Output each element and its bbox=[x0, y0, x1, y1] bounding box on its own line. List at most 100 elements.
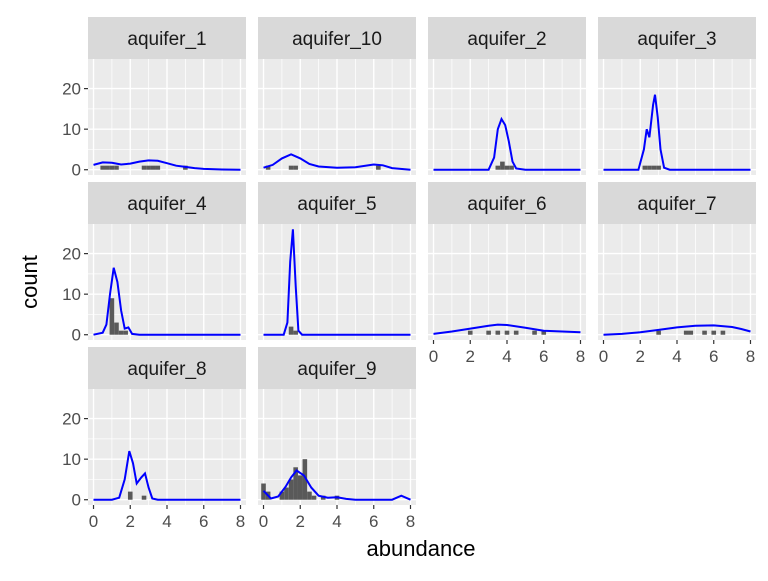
facet-strip bbox=[258, 17, 416, 59]
facet-strip bbox=[88, 182, 246, 224]
histogram-bar bbox=[541, 330, 547, 335]
x-tick-label: 0 bbox=[599, 347, 608, 366]
histogram-bar bbox=[376, 165, 381, 170]
histogram-bar bbox=[141, 495, 147, 500]
density-line bbox=[603, 324, 751, 336]
histogram-bar bbox=[118, 330, 124, 335]
histogram-bar bbox=[311, 495, 317, 500]
facet-strip bbox=[88, 347, 246, 389]
histogram-bar bbox=[504, 330, 510, 335]
x-tick-label: 8 bbox=[746, 347, 755, 366]
panel-aquifer_7: aquifer_7 0 2 4 6 8 bbox=[598, 182, 756, 366]
facet-strip-label: aquifer_3 bbox=[637, 29, 716, 50]
y-tick-label: 0 bbox=[72, 161, 81, 180]
histogram-bar bbox=[642, 165, 648, 170]
y-tick-label: 10 bbox=[62, 450, 81, 469]
density-line bbox=[262, 469, 411, 501]
y-tick-label: 10 bbox=[62, 120, 81, 139]
panel-aquifer_5: aquifer_5 bbox=[258, 182, 416, 340]
histogram-bar bbox=[711, 330, 717, 335]
density-line bbox=[263, 229, 411, 336]
histogram-bar bbox=[114, 165, 119, 170]
facet-strip-label: aquifer_1 bbox=[127, 29, 206, 50]
facet-strip-label: aquifer_8 bbox=[127, 359, 206, 380]
panel-aquifer_6: aquifer_6 0 2 4 6 8 bbox=[428, 182, 586, 366]
x-tick-label: 8 bbox=[576, 347, 585, 366]
histogram-bar bbox=[150, 165, 156, 170]
y-tick-label: 0 bbox=[72, 491, 81, 510]
histogram-bar bbox=[656, 330, 661, 335]
density-line bbox=[93, 450, 241, 501]
panel-aquifer_4: aquifer_4 0 10 20 bbox=[62, 182, 246, 345]
facet-strip bbox=[88, 17, 246, 59]
x-tick-label: 2 bbox=[296, 512, 305, 531]
density-line bbox=[263, 153, 411, 171]
histogram-bar bbox=[509, 165, 514, 170]
histogram-bar bbox=[495, 165, 501, 170]
histogram-bar bbox=[297, 475, 303, 500]
facet-strip bbox=[258, 182, 416, 224]
histogram-bar bbox=[288, 326, 294, 335]
histogram-bar bbox=[288, 165, 294, 170]
x-tick-label: 8 bbox=[236, 512, 245, 531]
histogram-bar bbox=[123, 330, 128, 335]
y-tick-label: 0 bbox=[72, 326, 81, 345]
x-tick-label: 2 bbox=[466, 347, 475, 366]
histogram-bar bbox=[288, 479, 294, 500]
x-tick-label: 6 bbox=[539, 347, 548, 366]
x-tick-label: 0 bbox=[429, 347, 438, 366]
histogram-bar bbox=[688, 330, 694, 335]
histogram-bar bbox=[504, 165, 510, 170]
x-tick-label: 4 bbox=[162, 512, 171, 531]
facet-strip-label: aquifer_7 bbox=[637, 194, 716, 215]
histogram-bar bbox=[284, 487, 289, 500]
facet-strip-label: aquifer_2 bbox=[467, 29, 546, 50]
x-axis-title: abundance bbox=[367, 536, 476, 561]
x-tick-label: 0 bbox=[259, 512, 268, 531]
histogram-bar bbox=[656, 165, 661, 170]
histogram-bar bbox=[109, 298, 115, 335]
x-tick-label: 4 bbox=[332, 512, 341, 531]
histogram-bar bbox=[702, 330, 707, 335]
histogram-bar bbox=[495, 330, 501, 335]
histogram-bar bbox=[532, 330, 537, 335]
histogram-bar bbox=[720, 330, 726, 335]
x-tick-label: 4 bbox=[502, 347, 511, 366]
histogram-bar bbox=[293, 330, 298, 335]
histogram-bar bbox=[683, 330, 689, 335]
facet-strip-label: aquifer_5 bbox=[297, 194, 376, 215]
histogram-bar bbox=[513, 330, 519, 335]
facet-strip-label: aquifer_10 bbox=[292, 29, 382, 50]
x-tick-label: 2 bbox=[636, 347, 645, 366]
density-line bbox=[93, 267, 241, 336]
x-tick-label: 8 bbox=[406, 512, 415, 531]
histogram-bar bbox=[486, 330, 491, 335]
panel-aquifer_3: aquifer_3 bbox=[598, 17, 756, 175]
histogram-bar bbox=[307, 491, 312, 500]
histogram-bar bbox=[651, 165, 657, 170]
panel-aquifer_10: aquifer_10 bbox=[258, 17, 416, 175]
density-line bbox=[603, 94, 751, 171]
histogram-bar bbox=[155, 165, 161, 170]
y-tick-label: 20 bbox=[62, 80, 81, 99]
facet-strip bbox=[598, 182, 756, 224]
x-tick-label: 0 bbox=[89, 512, 98, 531]
histogram-bar bbox=[104, 165, 110, 170]
facet-strip bbox=[428, 17, 586, 59]
histogram-bar bbox=[100, 165, 105, 170]
x-tick-label: 2 bbox=[126, 512, 135, 531]
density-line bbox=[433, 116, 581, 171]
y-tick-label: 20 bbox=[62, 245, 81, 264]
histogram-bar bbox=[146, 165, 151, 170]
facet-strip bbox=[428, 182, 586, 224]
histogram-bar bbox=[127, 491, 133, 500]
facet-strip-label: aquifer_6 bbox=[467, 194, 546, 215]
x-tick-label: 6 bbox=[199, 512, 208, 531]
density-line bbox=[433, 323, 581, 335]
panel-aquifer_2: aquifer_2 bbox=[428, 17, 586, 175]
y-tick-label: 20 bbox=[62, 410, 81, 429]
histogram-bar bbox=[114, 322, 119, 335]
y-tick-label: 10 bbox=[62, 285, 81, 304]
x-tick-label: 6 bbox=[709, 347, 718, 366]
